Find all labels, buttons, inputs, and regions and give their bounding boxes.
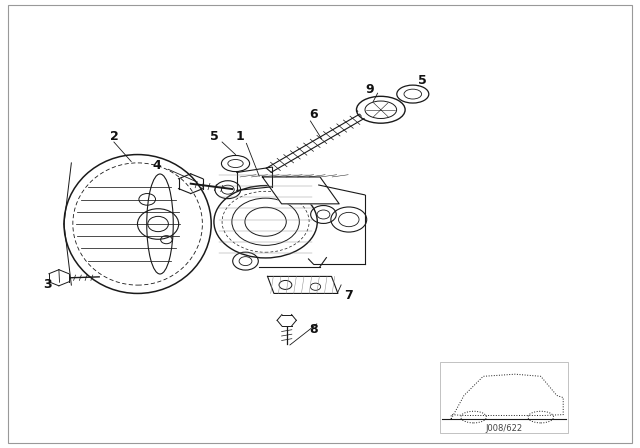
- Text: 2: 2: [109, 130, 118, 143]
- Text: 5: 5: [418, 74, 427, 87]
- Text: 1: 1: [236, 130, 244, 143]
- Text: 3: 3: [44, 278, 52, 291]
- Text: 7: 7: [344, 289, 353, 302]
- Bar: [440, 362, 568, 433]
- Polygon shape: [262, 177, 339, 204]
- Text: 9: 9: [365, 83, 374, 96]
- Text: 4: 4: [152, 159, 161, 172]
- Text: 8: 8: [309, 323, 318, 336]
- Text: 6: 6: [309, 108, 318, 121]
- Text: J008/622: J008/622: [485, 424, 523, 433]
- Text: 5: 5: [210, 130, 219, 143]
